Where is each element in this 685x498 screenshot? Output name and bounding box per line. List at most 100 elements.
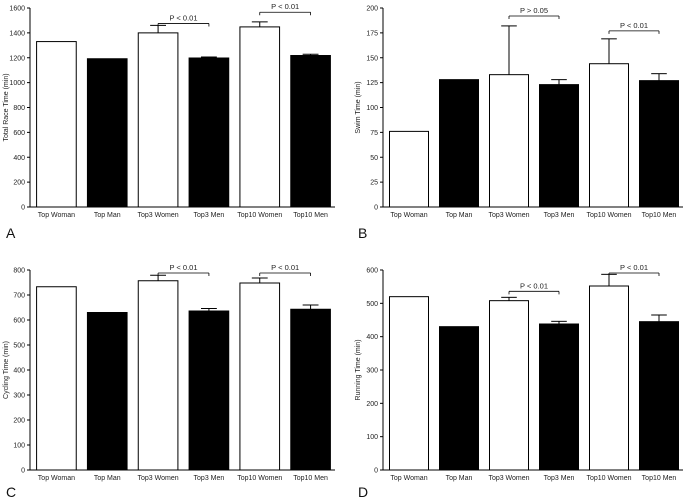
category-label: Top3 Women [488, 212, 529, 219]
y-tick-label: 1400 [9, 30, 25, 37]
y-tick-label: 100 [366, 434, 378, 441]
y-tick-label: 100 [366, 105, 378, 112]
category-label: Top Man [94, 475, 121, 482]
y-tick-label: 700 [13, 293, 25, 300]
category-label: Top Woman [390, 212, 427, 219]
category-label: Top3 Women [488, 475, 529, 482]
y-tick-label: 300 [366, 368, 378, 375]
bar [86, 58, 128, 208]
y-tick-label: 200 [13, 418, 25, 425]
significance-label: P < 0.01 [271, 2, 299, 11]
category-label: Top3 Women [138, 475, 179, 482]
significance-label: P < 0.01 [520, 281, 548, 290]
y-axis-title: Swim Time (min) [355, 81, 362, 133]
bar [290, 55, 331, 208]
category-label: Top10 Women [237, 475, 282, 482]
bar [36, 286, 77, 471]
bar [137, 32, 179, 208]
bar [290, 308, 331, 471]
significance-label: P < 0.01 [169, 263, 197, 272]
bar [539, 84, 579, 208]
bar [137, 280, 179, 471]
category-label: Top Woman [390, 475, 427, 482]
bar [539, 323, 579, 471]
y-tick-label: 600 [366, 268, 378, 275]
category-label: Top Woman [38, 212, 75, 219]
category-label: Top3 Men [544, 475, 575, 482]
y-tick-label: 75 [370, 130, 378, 137]
panel-letter: D [358, 484, 368, 498]
y-tick-label: 500 [366, 301, 378, 308]
y-tick-label: 400 [366, 334, 378, 341]
category-label: Top10 Men [293, 475, 328, 482]
significance-label: P < 0.01 [620, 263, 648, 272]
y-tick-label: 125 [366, 80, 378, 87]
bar [239, 26, 281, 208]
significance-label: P < 0.01 [620, 21, 648, 30]
y-tick-label: 500 [13, 343, 25, 350]
y-tick-label: 400 [13, 155, 25, 162]
bar [589, 63, 629, 208]
y-tick-label: 1600 [9, 6, 25, 13]
bar [36, 41, 77, 208]
bar [489, 74, 529, 208]
category-label: Top Man [94, 212, 121, 219]
y-tick-label: 0 [21, 468, 25, 475]
bar [639, 321, 679, 471]
panel-d: 0 100 200 300 400 500 600 Running Time (min) Top… [355, 263, 683, 498]
y-tick-label: 800 [13, 105, 25, 112]
y-tick-label: 150 [366, 55, 378, 62]
y-tick-label: 175 [366, 30, 378, 37]
panel-a: 0 200 400 600 800 1000 1200 1400 1600 Total Race … [3, 2, 335, 241]
significance-label: P < 0.01 [271, 263, 299, 272]
y-axis-title: Total Race Time (min) [3, 73, 10, 141]
y-tick-label: 0 [21, 205, 25, 212]
category-label: Top10 Men [293, 212, 328, 219]
panel-c: 0 100 200 300 400 500 600 700 800 Cycling Time (m… [3, 263, 335, 498]
panel-letter: B [358, 225, 367, 241]
category-label: Top Woman [38, 475, 75, 482]
bar [489, 300, 529, 471]
y-tick-label: 50 [370, 155, 378, 162]
bar [188, 310, 230, 471]
y-tick-label: 200 [13, 180, 25, 187]
category-label: Top10 Men [642, 212, 677, 219]
category-label: Top3 Men [194, 212, 225, 219]
category-label: Top Man [446, 475, 473, 482]
y-tick-label: 25 [370, 180, 378, 187]
bar [439, 326, 479, 471]
bar [86, 312, 128, 471]
y-axis-title: Running Time (min) [355, 339, 362, 400]
y-tick-label: 600 [13, 318, 25, 325]
category-label: Top10 Women [237, 212, 282, 219]
bar [439, 79, 479, 208]
y-tick-label: 0 [374, 205, 378, 212]
y-tick-label: 400 [13, 368, 25, 375]
significance-label: P < 0.01 [169, 13, 197, 22]
y-tick-label: 800 [13, 268, 25, 275]
y-tick-label: 0 [374, 468, 378, 475]
bar [589, 285, 629, 471]
y-tick-label: 200 [366, 401, 378, 408]
panel-letter: C [6, 484, 16, 498]
y-tick-label: 1200 [9, 55, 25, 62]
y-axis-title: Cycling Time (min) [3, 341, 10, 399]
bar [639, 80, 679, 208]
bar [239, 282, 281, 471]
category-label: Top10 Women [586, 212, 631, 219]
category-label: Top3 Men [544, 212, 575, 219]
y-tick-label: 300 [13, 393, 25, 400]
bar [389, 296, 429, 471]
panel-letter: A [6, 225, 16, 241]
y-tick-label: 100 [13, 443, 25, 450]
category-label: Top3 Men [194, 475, 225, 482]
category-label: Top10 Women [586, 475, 631, 482]
category-label: Top10 Men [642, 475, 677, 482]
category-label: Top3 Women [138, 212, 179, 219]
y-tick-label: 1000 [9, 80, 25, 87]
bar [188, 57, 230, 208]
panel-b: 0 25 50 75 100 125 150 175 200 Swim Time (min) Top… [355, 6, 683, 241]
y-tick-label: 600 [13, 130, 25, 137]
bar [389, 130, 429, 208]
